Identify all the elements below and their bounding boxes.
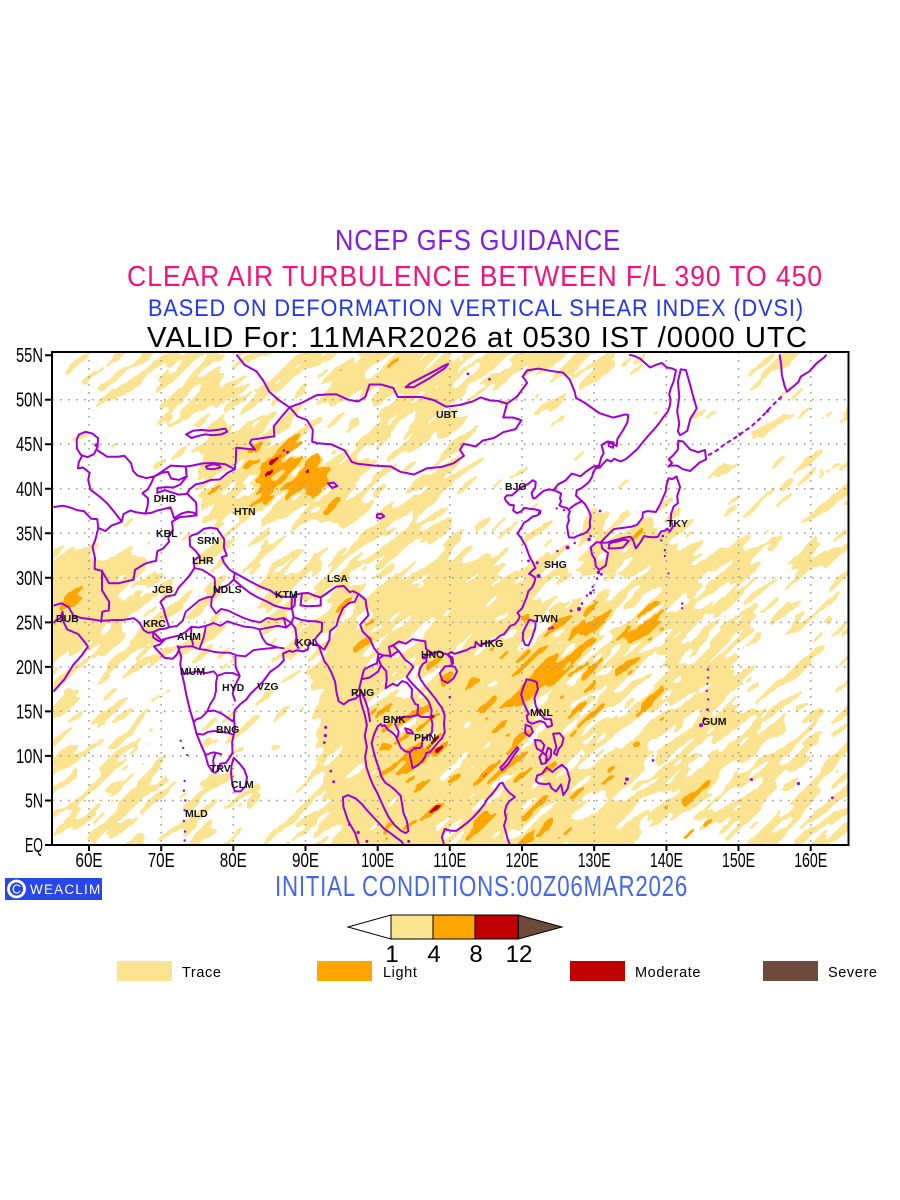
svg-text:150E: 150E (722, 850, 755, 872)
svg-text:70E: 70E (148, 850, 175, 872)
svg-text:HYD: HYD (222, 682, 245, 694)
svg-text:NDLS: NDLS (213, 584, 242, 596)
svg-text:TKY: TKY (667, 518, 688, 530)
svg-text:EQ: EQ (25, 835, 43, 857)
svg-text:HKG: HKG (480, 638, 503, 650)
svg-text:Light: Light (383, 965, 417, 981)
svg-text:5N: 5N (25, 791, 43, 813)
svg-text:PHN: PHN (414, 732, 436, 744)
svg-text:DHB: DHB (154, 493, 177, 505)
svg-text:BNG: BNG (216, 724, 239, 736)
svg-text:TRV: TRV (210, 763, 231, 775)
svg-text:30N: 30N (16, 568, 43, 590)
svg-text:100E: 100E (361, 850, 394, 872)
svg-text:Severe: Severe (828, 965, 878, 981)
svg-text:8: 8 (469, 941, 482, 968)
svg-text:JCB: JCB (152, 584, 173, 596)
svg-text:SRN: SRN (197, 535, 219, 547)
svg-text:MLD: MLD (185, 808, 208, 820)
svg-text:60E: 60E (76, 850, 103, 872)
svg-text:130E: 130E (578, 850, 611, 872)
svg-text:45N: 45N (16, 434, 43, 456)
svg-text:1: 1 (385, 941, 398, 968)
svg-text:40N: 40N (16, 479, 43, 501)
svg-text:120E: 120E (506, 850, 539, 872)
svg-text:AHM: AHM (177, 631, 201, 643)
svg-text:25N: 25N (16, 612, 43, 634)
svg-text:Trace: Trace (182, 965, 222, 981)
svg-text:RNG: RNG (351, 687, 374, 699)
svg-text:20N: 20N (16, 657, 43, 679)
svg-text:Moderate: Moderate (635, 965, 701, 981)
svg-text:LSA: LSA (327, 573, 348, 585)
svg-text:NCEP GFS GUIDANCE: NCEP GFS GUIDANCE (335, 225, 621, 257)
svg-text:CLEAR AIR TURBULENCE BETWEEN F: CLEAR AIR TURBULENCE BETWEEN F/L 390 TO … (127, 261, 823, 293)
svg-text:10N: 10N (16, 746, 43, 768)
svg-text:35N: 35N (16, 523, 43, 545)
svg-text:UBT: UBT (436, 409, 458, 421)
svg-text:160E: 160E (794, 850, 827, 872)
svg-text:BJG: BJG (505, 481, 527, 493)
svg-text:C: C (12, 883, 21, 897)
svg-text:KBL: KBL (156, 528, 178, 540)
svg-text:LHR: LHR (192, 555, 214, 567)
svg-text:KRC: KRC (143, 618, 166, 630)
svg-text:KOL: KOL (296, 637, 319, 649)
svg-text:55N: 55N (16, 345, 43, 367)
svg-text:BASED ON DEFORMATION VERTICAL: BASED ON DEFORMATION VERTICAL SHEAR INDE… (148, 295, 804, 322)
svg-text:50N: 50N (16, 390, 43, 412)
svg-text:INITIAL CONDITIONS:00Z06MAR202: INITIAL CONDITIONS:00Z06MAR2026 (275, 871, 688, 903)
svg-text:HNO: HNO (421, 649, 444, 661)
svg-text:MNL: MNL (530, 707, 553, 719)
svg-text:SHG: SHG (544, 559, 567, 571)
svg-text:80E: 80E (220, 850, 247, 872)
svg-text:140E: 140E (650, 850, 683, 872)
svg-text:VALID For: 11MAR2026 at 0530 I: VALID For: 11MAR2026 at 0530 IST /0000 U… (147, 322, 808, 354)
svg-text:DUB: DUB (56, 613, 79, 625)
svg-text:90E: 90E (292, 850, 319, 872)
svg-text:BNK: BNK (383, 714, 406, 726)
svg-text:GUM: GUM (702, 716, 727, 728)
svg-text:CLM: CLM (231, 779, 254, 791)
svg-text:HTN: HTN (234, 506, 256, 518)
svg-text:15N: 15N (16, 701, 43, 723)
svg-text:KTM: KTM (275, 589, 298, 601)
svg-text:MUM: MUM (180, 666, 205, 678)
svg-text:TWN: TWN (534, 613, 558, 625)
svg-text:WEACLIM: WEACLIM (30, 882, 101, 897)
svg-text:4: 4 (427, 941, 440, 968)
svg-text:12: 12 (506, 941, 533, 968)
svg-text:110E: 110E (433, 850, 466, 872)
svg-text:VZG: VZG (257, 681, 279, 693)
